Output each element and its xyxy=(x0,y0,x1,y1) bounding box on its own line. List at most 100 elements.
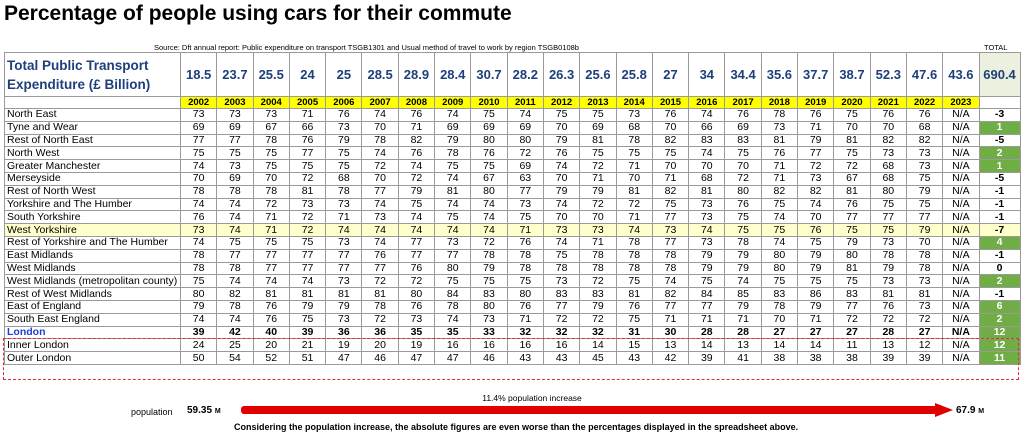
value-cell: 74 xyxy=(179,197,218,212)
change-cell: 2 xyxy=(978,274,1021,289)
value-cell: 72 xyxy=(542,312,581,327)
value-cell: 35 xyxy=(434,325,472,340)
value-cell: 77 xyxy=(216,248,254,263)
change-cell: 0 xyxy=(978,261,1021,276)
value-cell: 79 xyxy=(869,261,907,276)
value-cell: 75 xyxy=(434,159,472,173)
value-cell: 78 xyxy=(179,261,218,276)
value-cell: 78 xyxy=(579,261,617,276)
value-cell: 82 xyxy=(760,184,799,199)
value-cell: 16 xyxy=(470,338,508,353)
value-cell: 75 xyxy=(760,197,799,212)
value-cell: 74 xyxy=(361,146,399,161)
value-cell: 74 xyxy=(688,108,726,122)
value-cell: 71 xyxy=(325,210,363,225)
value-cell: 73 xyxy=(688,210,726,225)
value-cell: 77 xyxy=(252,248,290,263)
change-cell: -1 xyxy=(978,287,1021,301)
value-cell: 76 xyxy=(397,146,436,161)
value-cell: 79 xyxy=(905,184,944,199)
value-cell: 78 xyxy=(651,261,690,276)
value-cell: 16 xyxy=(434,338,472,353)
value-cell: 74 xyxy=(252,274,290,289)
value-cell: 71 xyxy=(252,223,290,237)
change-cell: 4 xyxy=(978,235,1021,250)
value-cell: 35 xyxy=(397,325,436,340)
spending-cell: 52.3 xyxy=(869,52,907,97)
value-cell: 73 xyxy=(361,210,399,225)
value-cell: 83 xyxy=(579,287,617,301)
value-cell: N/A xyxy=(942,146,980,161)
value-cell: 68 xyxy=(869,171,907,186)
value-cell: 75 xyxy=(252,159,290,173)
value-cell: 76 xyxy=(179,210,218,225)
value-cell: 75 xyxy=(506,274,544,289)
value-cell: 73 xyxy=(542,223,581,237)
value-cell: 79 xyxy=(579,184,617,199)
value-cell: 42 xyxy=(216,325,254,340)
value-cell: 83 xyxy=(542,287,581,301)
value-cell: 76 xyxy=(252,312,290,327)
region-name: Rest of North East xyxy=(4,133,181,148)
value-cell: 74 xyxy=(216,197,254,212)
value-cell: 72 xyxy=(833,312,871,327)
value-cell: 75 xyxy=(470,108,508,122)
value-cell: 78 xyxy=(615,235,653,250)
value-cell: 68 xyxy=(688,171,726,186)
spending-cell: 35.6 xyxy=(760,52,799,97)
table-row: South Yorkshire 76 74 71 72 71 73 74 75 74 75 70 70 7… xyxy=(4,210,1021,225)
year-header: 2023 xyxy=(942,96,980,109)
value-cell: 71 xyxy=(506,312,544,327)
value-cell: 73 xyxy=(288,197,327,212)
value-cell: 81 xyxy=(325,287,363,301)
value-cell: 78 xyxy=(905,261,944,276)
value-cell: 75 xyxy=(434,274,472,289)
value-cell: 73 xyxy=(506,197,544,212)
value-cell: 76 xyxy=(397,261,436,276)
value-cell: 74 xyxy=(216,223,254,237)
value-cell: 75 xyxy=(615,146,653,161)
value-cell: 39 xyxy=(288,325,327,340)
value-cell: 73 xyxy=(869,274,907,289)
value-cell: 76 xyxy=(651,108,690,122)
region-name: East of England xyxy=(4,299,181,314)
value-cell: 86 xyxy=(797,287,835,301)
value-cell: 75 xyxy=(905,171,944,186)
value-cell: 76 xyxy=(869,108,907,122)
value-cell: 75 xyxy=(615,312,653,327)
region-name: North West xyxy=(4,146,181,161)
value-cell: 75 xyxy=(651,146,690,161)
table-row: Greater Manchester 74 73 75 75 75 72 74 75 75 69 74… xyxy=(4,159,1021,173)
value-cell: 82 xyxy=(651,287,690,301)
value-cell: 72 xyxy=(252,197,290,212)
spending-cell: 25.6 xyxy=(579,52,617,97)
spending-cell: 30.7 xyxy=(470,52,508,97)
value-cell: 27 xyxy=(833,325,871,340)
value-cell: 68 xyxy=(869,159,907,173)
table-row: West Yorkshire 73 74 71 72 74 74 74 74 74 71 73 73 74… xyxy=(4,223,1021,237)
population-label: population xyxy=(131,407,173,417)
spending-cell: 25.5 xyxy=(252,52,290,97)
value-cell: 82 xyxy=(651,133,690,148)
value-cell: 70 xyxy=(651,120,690,135)
spending-cell: 26.3 xyxy=(542,52,581,97)
spending-row: Total Public Transport Expenditure (£ Bi… xyxy=(4,52,1021,97)
value-cell: 84 xyxy=(434,287,472,301)
value-cell: 82 xyxy=(216,287,254,301)
value-cell: 72 xyxy=(579,159,617,173)
value-cell: 71 xyxy=(252,210,290,225)
value-cell: 79 xyxy=(797,261,835,276)
page-title: Percentage of people using cars for thei… xyxy=(4,2,512,25)
spending-cell: 25 xyxy=(325,52,363,97)
value-cell: 78 xyxy=(216,299,254,314)
value-cell: 77 xyxy=(397,235,436,250)
year-header-blank xyxy=(978,96,1021,109)
value-cell: 79 xyxy=(542,133,581,148)
value-cell: 74 xyxy=(797,197,835,212)
value-cell: 72 xyxy=(288,210,327,225)
value-cell: 77 xyxy=(651,235,690,250)
value-cell: N/A xyxy=(942,184,980,199)
value-cell: 77 xyxy=(869,210,907,225)
value-cell: 76 xyxy=(833,197,871,212)
table-row: West Midlands (metropolitan county) 75 74 7… xyxy=(4,274,1021,289)
